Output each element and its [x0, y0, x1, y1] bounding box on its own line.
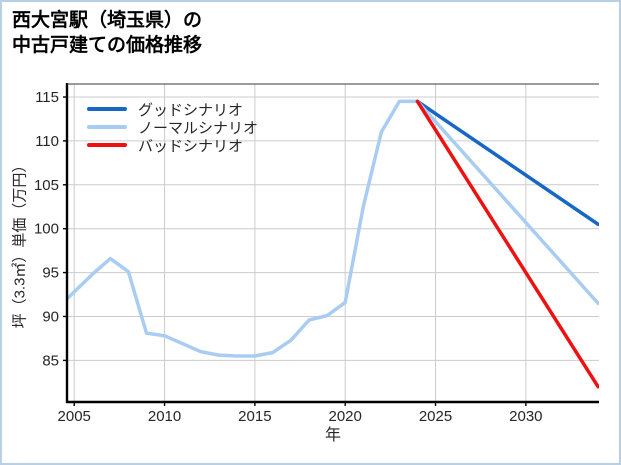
x-tick-label: 2025	[419, 408, 452, 425]
x-axis-label: 年	[324, 427, 341, 444]
good-scenario-line	[415, 99, 599, 227]
legend: グッドシナリオ ノーマルシナリオ バッドシナリオ	[87, 100, 259, 155]
legend-item-good-scenario: グッドシナリオ	[87, 100, 258, 119]
tick-marks	[63, 96, 527, 406]
chart-title: 西大宮駅（埼玉県）の 中古戸建ての価格推移	[12, 8, 202, 58]
tick-labels: 2005 2010 2015 2020 2025 2030 85 90 95 100 105 110 1…	[34, 89, 543, 425]
y-tick-label: 110	[35, 133, 59, 150]
y-tick-label: 90	[42, 308, 59, 325]
x-tick-label: 2020	[329, 408, 362, 425]
legend-label: ノーマルシナリオ	[138, 119, 259, 137]
legend-item-bad-scenario: バッドシナリオ	[87, 136, 258, 155]
x-tick-label: 2030	[509, 408, 542, 425]
normal-scenario-line-swatch	[87, 125, 127, 129]
legend-label: バッドシナリオ	[138, 137, 244, 155]
chart-title-line1: 西大宮駅（埼玉県）の	[12, 10, 203, 31]
chart-title-line2: 中古戸建ての価格推移	[12, 35, 203, 56]
bad-scenario-line-swatch	[87, 143, 127, 147]
y-axis-label: 坪（3.3㎡）単価（万円）	[11, 157, 29, 329]
axes-spines	[65, 83, 599, 404]
y-tick-label: 95	[42, 265, 59, 282]
good-scenario-line-swatch	[87, 107, 127, 111]
x-tick-label: 2015	[238, 408, 271, 425]
history-price-line	[67, 99, 420, 358]
normal-scenario-line	[415, 99, 599, 306]
gridlines	[67, 84, 599, 402]
legend-label: グッドシナリオ	[138, 101, 244, 119]
bad-scenario-line	[415, 99, 599, 389]
x-tick-label: 2010	[148, 408, 181, 425]
y-tick-label: 100	[34, 221, 59, 238]
y-tick-label: 115	[35, 89, 59, 106]
x-tick-label: 2005	[58, 408, 91, 425]
y-tick-label: 85	[42, 352, 59, 369]
y-tick-label: 105	[34, 177, 59, 194]
legend-item-normal-scenario: ノーマルシナリオ	[87, 118, 259, 137]
